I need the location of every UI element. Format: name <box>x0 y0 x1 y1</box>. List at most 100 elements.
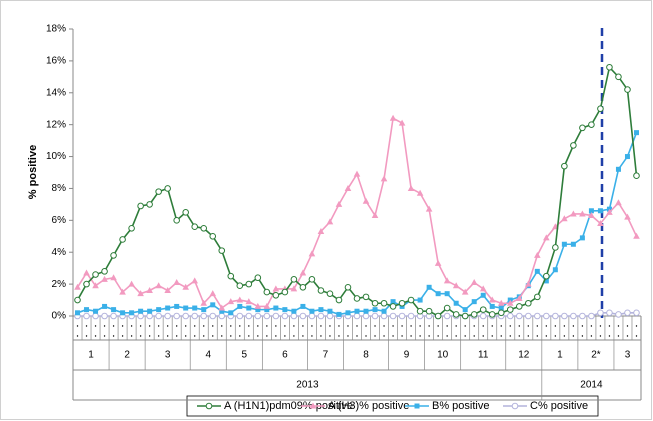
marker <box>83 269 90 276</box>
week-dot <box>599 335 602 337</box>
marker <box>290 285 298 292</box>
marker <box>93 308 99 314</box>
marker <box>479 306 487 313</box>
marker <box>200 312 208 320</box>
marker <box>606 63 613 71</box>
week-dot <box>302 325 304 327</box>
marker <box>615 166 621 172</box>
marker <box>326 218 334 225</box>
marker <box>290 312 298 320</box>
marker <box>308 312 316 320</box>
marker <box>101 275 108 282</box>
marker <box>462 307 468 313</box>
marker <box>282 307 288 313</box>
y-tick-label: 10% <box>46 151 66 162</box>
year-label: 2013 <box>296 380 319 391</box>
marker <box>137 290 144 297</box>
week-dot <box>392 335 394 337</box>
week-dot <box>203 335 205 337</box>
week-dot <box>284 325 286 327</box>
week-dot <box>184 325 187 327</box>
week-dot <box>94 335 97 337</box>
marker <box>137 202 144 210</box>
y-tick-label: 4% <box>52 247 67 258</box>
marker <box>426 284 432 290</box>
legend-label: A (H1N1)pdm09% positive <box>224 400 353 412</box>
marker <box>380 175 388 182</box>
marker <box>579 210 586 217</box>
marker <box>210 302 216 308</box>
marker <box>272 291 280 299</box>
marker <box>129 310 135 316</box>
marker <box>200 225 208 232</box>
marker <box>299 269 307 276</box>
marker <box>119 236 126 243</box>
week-dot <box>230 325 232 327</box>
marker <box>326 312 334 320</box>
marker <box>435 291 441 297</box>
marker <box>128 225 135 232</box>
y-tick-label: 18% <box>46 24 66 35</box>
marker <box>489 303 495 309</box>
week-dot <box>374 335 376 337</box>
marker <box>461 312 469 320</box>
marker <box>416 189 424 196</box>
marker <box>164 312 171 320</box>
week-dot <box>212 325 214 327</box>
week-dot <box>509 325 511 327</box>
marker <box>417 297 423 303</box>
y-tick-label: 2% <box>52 279 67 290</box>
week-dot <box>473 335 475 337</box>
marker <box>525 299 532 307</box>
week-dot <box>175 325 178 327</box>
marker <box>543 312 550 320</box>
marker <box>110 252 117 259</box>
marker <box>146 312 153 320</box>
marker <box>615 311 622 318</box>
week-dot <box>347 335 349 337</box>
marker <box>209 232 217 240</box>
week-dot <box>356 335 358 337</box>
week-dot <box>554 325 557 327</box>
marker <box>381 308 387 314</box>
marker <box>246 305 252 311</box>
marker <box>327 308 333 314</box>
marker <box>407 184 415 191</box>
week-dot <box>275 335 277 337</box>
marker <box>597 220 604 227</box>
month-label: 9 <box>404 350 410 361</box>
marker <box>362 312 370 320</box>
marker <box>570 142 577 149</box>
week-dot <box>635 335 638 337</box>
marker <box>299 284 307 291</box>
marker <box>561 241 567 247</box>
marker <box>579 235 585 241</box>
marker <box>209 290 217 297</box>
week-dot <box>590 325 593 327</box>
marker <box>290 276 298 283</box>
marker <box>264 307 270 313</box>
week-dot <box>103 335 106 337</box>
marker <box>506 306 514 313</box>
week-dot <box>455 335 457 337</box>
week-dot <box>112 335 115 337</box>
marker <box>245 280 253 288</box>
marker <box>561 162 568 170</box>
marker <box>434 259 442 266</box>
marker <box>434 312 442 320</box>
week-dot <box>257 335 259 337</box>
marker <box>309 308 315 314</box>
week-dot <box>446 335 448 337</box>
marker <box>371 312 379 320</box>
week-dot <box>527 335 530 337</box>
week-dot <box>500 325 502 327</box>
y-tick-label: 0% <box>52 311 67 322</box>
marker <box>443 304 451 312</box>
marker <box>83 280 90 288</box>
week-dot <box>626 325 629 327</box>
marker <box>389 114 397 121</box>
marker <box>245 298 253 305</box>
marker <box>101 312 108 320</box>
marker <box>254 312 262 320</box>
